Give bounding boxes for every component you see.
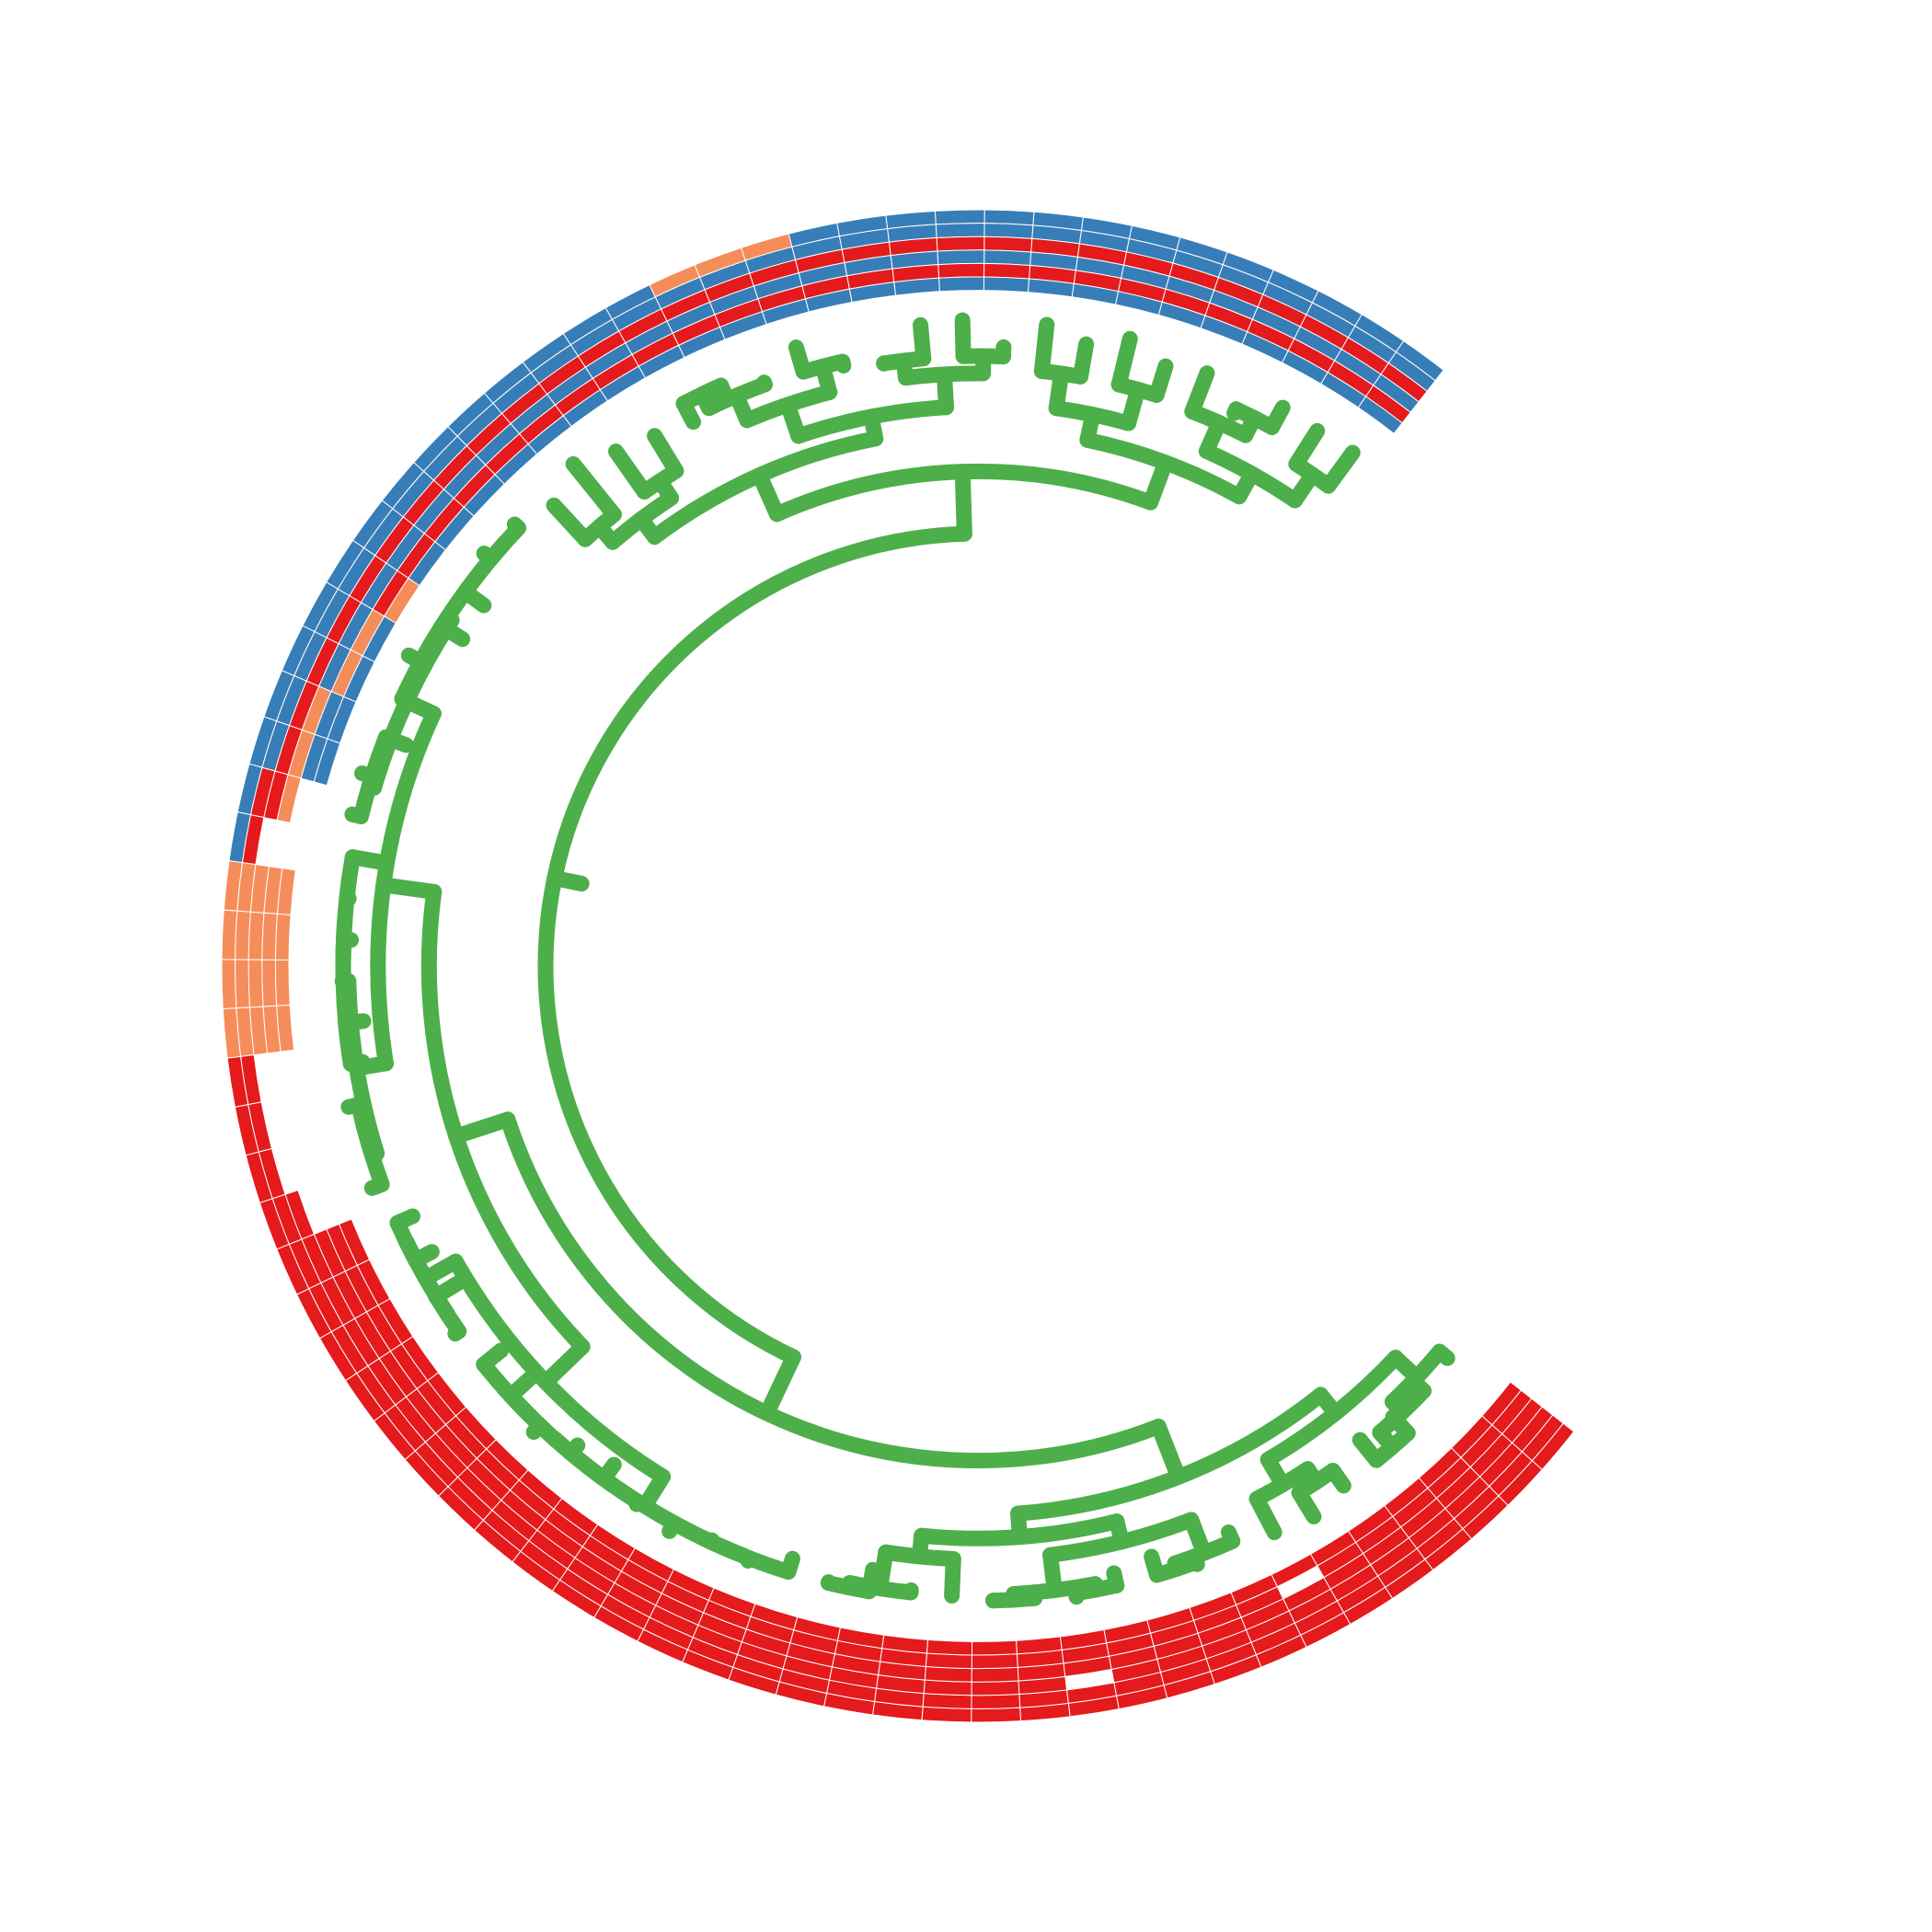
heatmap-cell [276, 774, 302, 824]
heatmap-cell [971, 1639, 1018, 1656]
heatmap-cell [261, 959, 278, 1007]
heatmap-cell [983, 262, 1031, 280]
heatmap-cell [276, 1004, 295, 1052]
heatmap-cell [313, 738, 341, 787]
branch [759, 1349, 801, 1421]
heatmap-cell [925, 1652, 972, 1670]
heatmap-cell [971, 1707, 1022, 1723]
heatmap-cell [971, 1693, 1021, 1709]
branch [954, 464, 972, 542]
heatmap-cell [983, 249, 1032, 267]
heatmap-cell [938, 276, 985, 293]
heatmap-cell [971, 1666, 1019, 1683]
branch [1110, 330, 1138, 393]
heatmap-cell [971, 1680, 1020, 1696]
branch [448, 1111, 516, 1144]
heatmap-rings [221, 209, 1575, 1723]
branch [565, 455, 622, 523]
heatmap-cell [937, 249, 985, 266]
branch [546, 869, 590, 892]
heatmap-cell [983, 276, 1030, 293]
heatmap-cell [274, 959, 291, 1006]
heatmap-cell [935, 223, 985, 239]
branch [1150, 1419, 1187, 1485]
branch [537, 1339, 591, 1390]
heatmap-cell [983, 236, 1033, 253]
heatmap-cell [923, 1679, 972, 1696]
heatmap-cell [1481, 1381, 1522, 1426]
heatmap-cell [926, 1639, 973, 1656]
heatmap-cell [221, 959, 237, 1010]
tree [334, 312, 1455, 1609]
heatmap-cell [971, 1653, 1018, 1670]
heatmap-cell [261, 912, 279, 960]
branch-arc [537, 525, 972, 1365]
heatmap-cell [274, 913, 292, 960]
heatmap-cell [247, 959, 264, 1008]
heatmap-cell [924, 1665, 972, 1683]
heatmap-cell [937, 262, 985, 279]
heatmap-cell [247, 911, 265, 960]
heatmap-cell [936, 236, 985, 252]
branch [607, 443, 652, 500]
heatmap-cell [235, 959, 251, 1009]
branch [375, 877, 443, 900]
heatmap-cell [934, 209, 985, 225]
